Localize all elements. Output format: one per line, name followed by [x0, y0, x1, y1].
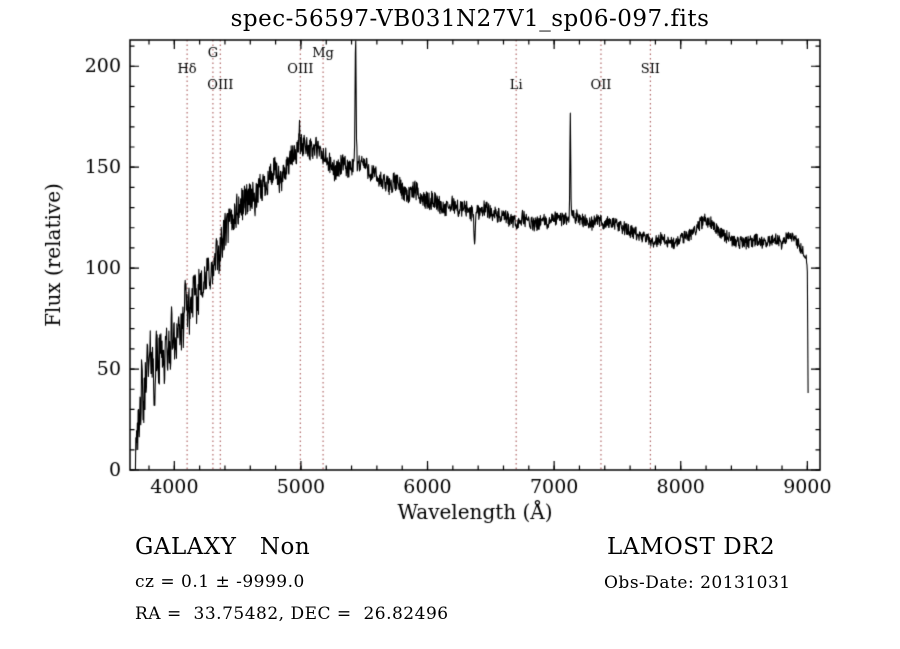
ra-dec-coords: RA = 33.75482, DEC = 26.82496 [135, 604, 449, 624]
survey-label: LAMOST DR2 [607, 534, 776, 560]
classification-label: GALAXY Non [135, 534, 311, 560]
cz-value: cz = 0.1 ± -9999.0 [135, 572, 305, 592]
plot-title: spec-56597-VB031N27V1_sp06-097.fits [230, 6, 710, 32]
obs-date: Obs-Date: 20131031 [604, 573, 791, 593]
